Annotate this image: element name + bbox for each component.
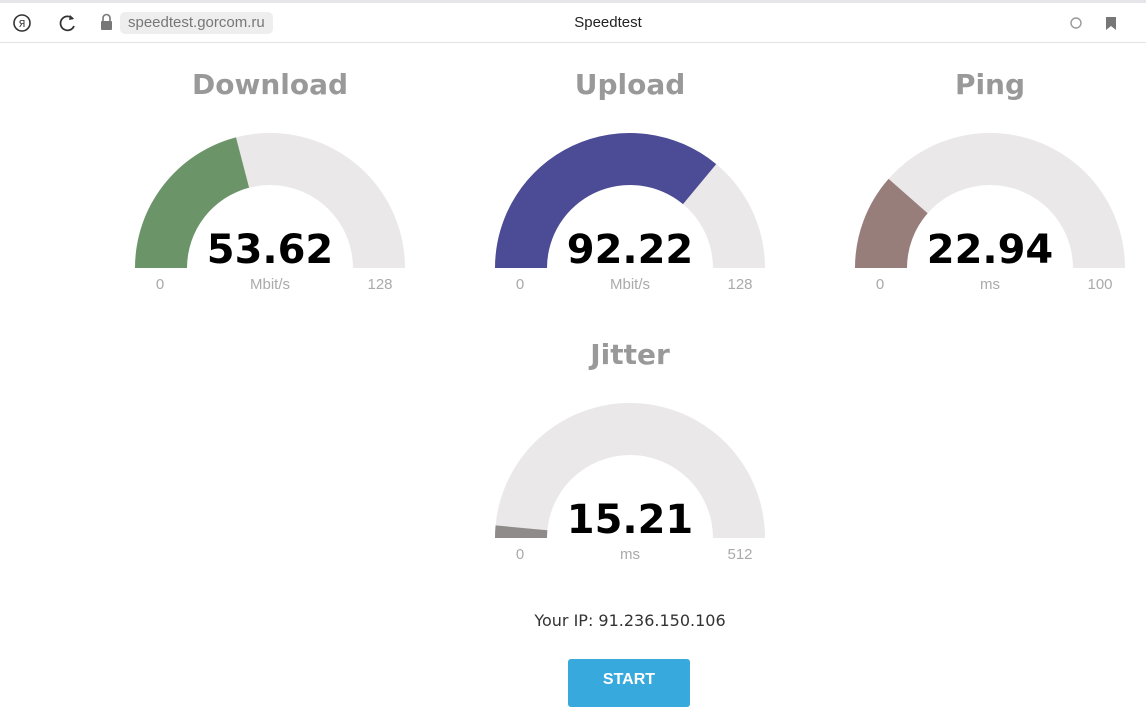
gauge-max: 128 xyxy=(367,276,392,293)
gauge-max: 128 xyxy=(727,276,752,293)
url-field[interactable]: speedtest.gorcom.ru xyxy=(120,12,273,34)
gauge-value: 92.22 xyxy=(567,227,694,273)
gauge-min: 0 xyxy=(516,546,524,563)
bookmark-icon[interactable] xyxy=(1106,17,1116,30)
gauge-title: Jitter xyxy=(588,338,670,371)
gauge-fill xyxy=(855,178,928,268)
gauge-max: 100 xyxy=(1087,276,1112,293)
browser-bar: Я speedtest.gorcom.ru Speedtest xyxy=(0,0,1146,43)
gauge-unit: Mbit/s xyxy=(250,276,290,293)
gauge-min: 0 xyxy=(156,276,164,293)
gauge-max: 512 xyxy=(727,546,752,563)
start-button[interactable]: START xyxy=(568,659,690,707)
gauge-value: 53.62 xyxy=(207,227,334,273)
gauge-unit: ms xyxy=(980,276,1000,293)
tab-title: Speedtest xyxy=(574,14,642,31)
gauge-title: Download xyxy=(192,68,348,101)
gauge-unit: Mbit/s xyxy=(610,276,650,293)
search-icon[interactable] xyxy=(1070,17,1082,29)
gauge-fill xyxy=(495,525,548,538)
reload-icon[interactable] xyxy=(59,15,75,32)
gauge-track xyxy=(495,403,765,538)
gauge-min: 0 xyxy=(516,276,524,293)
gauge-value: 15.21 xyxy=(567,497,694,543)
gauge-fill xyxy=(495,133,717,268)
lock-icon xyxy=(101,21,112,30)
gauge-title: Upload xyxy=(575,68,686,101)
gauge-title: Ping xyxy=(955,68,1025,101)
gauges: Download 53.62 0 Mbit/s 128 Upload 92.22 0 Mbit/… xyxy=(135,68,1125,563)
gauge-min: 0 xyxy=(876,276,884,293)
gauge-track xyxy=(855,133,1125,268)
gauge-value: 22.94 xyxy=(927,227,1054,273)
svg-text:Я: Я xyxy=(19,19,26,30)
yandex-icon[interactable] xyxy=(13,14,31,32)
gauge-fill xyxy=(135,137,250,268)
gauge-unit: ms xyxy=(620,546,640,563)
browser-icons: Я xyxy=(13,13,1116,32)
ip-address: Your IP: 91.236.150.106 xyxy=(534,611,726,630)
